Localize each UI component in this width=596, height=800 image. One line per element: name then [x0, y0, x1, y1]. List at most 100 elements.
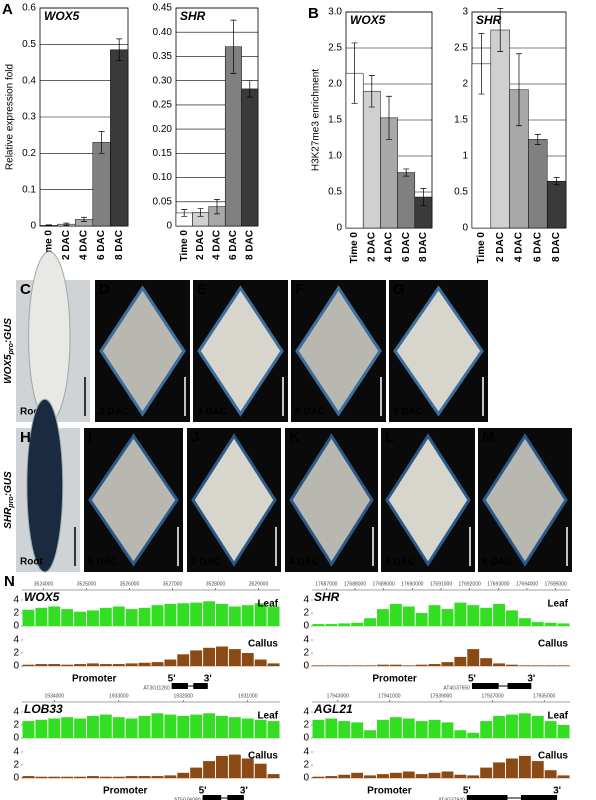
coverage-bar [48, 776, 61, 778]
coverage-bar [441, 722, 454, 738]
track-tick-label: 0 [303, 773, 309, 784]
gene-exon [202, 795, 222, 800]
y-tick-label: 2.0 [328, 79, 342, 90]
coverage-bar [177, 715, 190, 738]
y-tick-label: 0.5 [328, 187, 342, 198]
coordinate: 17939000 [430, 693, 452, 699]
coverage-bar [518, 755, 531, 778]
coverage-bar [177, 654, 190, 666]
coverage-bar [164, 714, 177, 738]
panel-label: 0 DAC [88, 557, 118, 568]
leaf-shape [482, 433, 568, 567]
coverage-bar [48, 606, 61, 626]
coordinate: 17943000 [327, 693, 349, 699]
x-tick-label: Time 0 [179, 230, 190, 262]
coverage-bar [377, 609, 389, 626]
y-tick-label: 0.2 [22, 148, 36, 159]
promoter-label: Promoter [372, 674, 417, 685]
coverage-bar [557, 665, 570, 666]
x-tick-label: 6 DAC [401, 232, 412, 262]
leaf-shape [393, 285, 484, 417]
gene-name: SHR [314, 590, 340, 604]
y-tick-label: 0.3 [22, 112, 36, 123]
panel-label: 4 DAC [197, 407, 227, 418]
coverage-bar [151, 662, 164, 666]
coverage-bar [480, 658, 493, 666]
coverage-bar [338, 774, 351, 778]
coordinate: 17690000 [401, 581, 423, 587]
gene-name: AGL21 [313, 702, 353, 716]
track-tick-label: 0 [13, 773, 19, 784]
coverage-bar [74, 776, 86, 778]
x-tick-label: 8 DAC [551, 232, 562, 262]
coverage-bar [177, 603, 190, 626]
three-prime: 3' [527, 674, 535, 685]
x-tick-label: 4 DAC [514, 232, 525, 262]
y-tick-label: 0.5 [22, 39, 36, 50]
coverage-bar [338, 623, 351, 626]
y-tick-label: 0.45 [153, 3, 173, 14]
coverage-bar [351, 665, 364, 666]
y-tick-label: 1.5 [454, 115, 468, 126]
coordinate: 1931000 [238, 693, 258, 699]
coverage-bar [389, 664, 402, 666]
coverage-bar [99, 664, 112, 666]
coverage-bar [364, 775, 376, 778]
coverage-bar [61, 717, 74, 738]
coverage-bar [138, 662, 151, 666]
error-bar [497, 8, 504, 52]
track-label: Callus [248, 751, 278, 762]
coverage-bar [164, 659, 177, 666]
coverage-bar [203, 761, 215, 778]
coverage-bar [454, 730, 467, 738]
coverage-bar [216, 603, 228, 626]
track-tick-label: 0 [303, 661, 309, 672]
coverage-bar [467, 732, 480, 738]
coverage-bar [402, 665, 415, 666]
gene-id: AT3G11260 [143, 685, 169, 691]
y-tick-label: 2.5 [454, 43, 468, 54]
coverage-bar [338, 665, 351, 666]
coverage-bar [190, 602, 203, 626]
panel-letter: K [289, 429, 300, 446]
coverage-bar [480, 721, 493, 738]
error-bar [368, 75, 375, 108]
coverage-bar [203, 601, 215, 626]
reporter-suffix: :GUS [3, 318, 14, 343]
error-bar [516, 53, 522, 127]
five-prime: 5' [463, 786, 471, 797]
coordinate: 1932000 [174, 693, 194, 699]
coverage-bar [518, 618, 531, 626]
panel-label: 6 DAC [295, 407, 325, 418]
reporter-suffix: :GUS [3, 471, 14, 496]
panel-letter: L [385, 429, 394, 446]
track-tick-label: 2 [13, 760, 19, 771]
y-axis-label: Relative expression fold [5, 64, 16, 170]
coverage-bar [454, 656, 467, 666]
coverage-bar [364, 665, 376, 666]
track-tick-label: 0 [303, 733, 309, 744]
coverage-bar [112, 717, 125, 738]
y-tick-label: 0.15 [153, 148, 173, 159]
coverage-bar [254, 659, 267, 666]
panel-label: 8 DAC [482, 557, 512, 568]
x-tick-label: 4 DAC [384, 232, 395, 262]
leaf-shape [385, 433, 471, 567]
coverage-bar [377, 719, 389, 738]
coverage-bar [312, 665, 325, 666]
panel-label: 2 DAC [191, 557, 221, 568]
coverage-bar [241, 605, 254, 626]
coverage-bar [125, 776, 138, 778]
coverage-bar [506, 714, 518, 738]
gene-exon [171, 683, 188, 689]
coverage-bar [389, 772, 402, 778]
coverage-bar [493, 603, 505, 626]
coordinate: 17695000 [545, 581, 567, 587]
coverage-bar [228, 649, 241, 666]
error-bar [230, 19, 237, 74]
error-bar [351, 42, 358, 104]
coverage-bar [151, 776, 164, 778]
chart-title: WOX5 [44, 9, 80, 23]
y-tick-label: 0.1 [22, 184, 36, 195]
y-tick-label: 3.0 [328, 7, 342, 18]
